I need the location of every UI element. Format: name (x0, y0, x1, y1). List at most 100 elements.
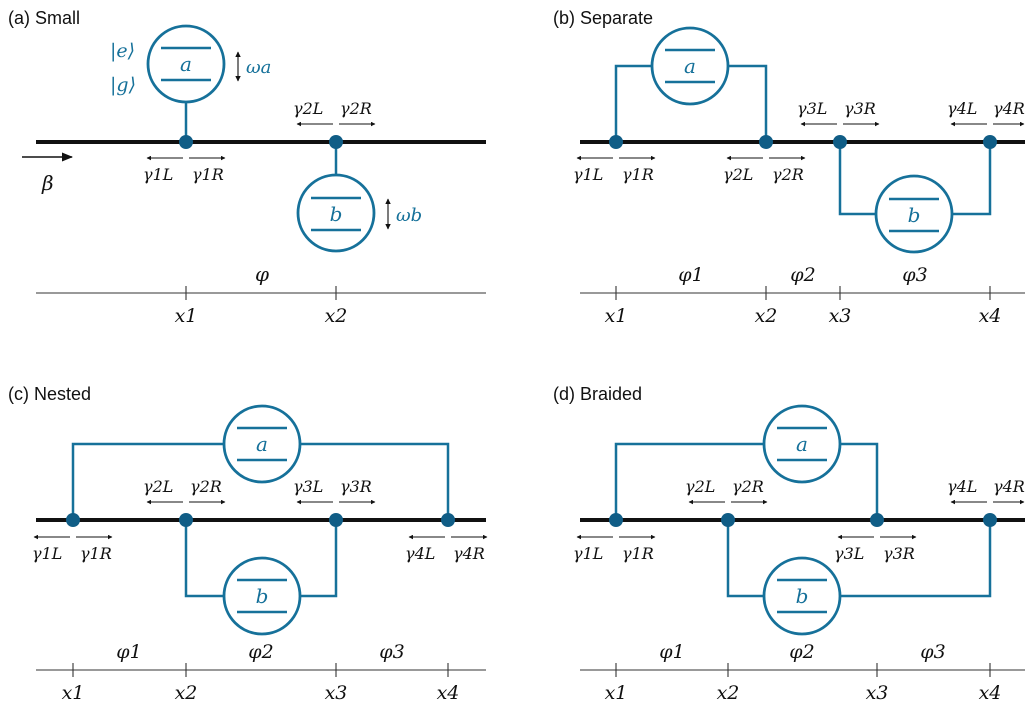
coupling-line (840, 520, 992, 598)
decay-label: γ4L (405, 544, 435, 563)
atom-label: b (330, 202, 343, 226)
position-label: x4 (437, 682, 460, 703)
position-label: x3 (325, 682, 348, 703)
coupling-line (726, 520, 764, 598)
state-ground-label: |g⟩ (110, 74, 136, 96)
coupling-line (840, 442, 879, 520)
position-label: x1 (62, 682, 85, 703)
position-label: x2 (717, 682, 740, 703)
coupling-point (759, 135, 773, 149)
coupling-line (184, 520, 224, 598)
decay-label: γ3R (844, 99, 876, 118)
phase-label: φ1 (116, 641, 141, 663)
atom-b (762, 556, 842, 636)
frequency-label: ωb (396, 205, 422, 226)
coupling-point (609, 135, 623, 149)
coupling-line (614, 442, 764, 520)
decay-label: γ3L (797, 99, 827, 118)
decay-label: γ1R (80, 544, 112, 563)
atom-a (146, 24, 226, 104)
decay-label: γ2L (293, 99, 323, 118)
atom-a (650, 26, 730, 106)
atom-b (296, 173, 376, 253)
phase-label: φ2 (248, 641, 273, 663)
panel-separate: (b) Separate a b γ1L γ1R γ2L γ2R γ3L γ3R (553, 8, 1025, 327)
atom-a (762, 404, 842, 484)
coupling-point (66, 513, 80, 527)
atom-label: a (684, 54, 696, 78)
position-label: x3 (866, 682, 889, 703)
coupling-line (838, 142, 876, 216)
panel-title: (d) Braided (553, 384, 642, 404)
phase-label: φ3 (920, 641, 945, 663)
decay-label: γ3L (834, 544, 864, 563)
position-label: x1 (605, 305, 628, 327)
coupling-point (870, 513, 884, 527)
coupling-line (300, 442, 450, 520)
atom-label: a (256, 432, 268, 456)
atom-label: a (796, 432, 808, 456)
atom-a (222, 404, 302, 484)
atom-label: b (796, 584, 809, 608)
atom-b (874, 174, 954, 254)
decay-label: γ2R (340, 99, 372, 118)
phase-label: φ2 (790, 264, 815, 286)
coupling-point (983, 135, 997, 149)
coupling-point (179, 513, 193, 527)
decay-label: γ2R (732, 477, 764, 496)
state-excited-label: |e⟩ (110, 40, 135, 62)
phase-label: φ2 (789, 641, 814, 663)
panel-title: (b) Separate (553, 8, 653, 28)
decay-label: γ3L (293, 477, 323, 496)
decay-label: γ2L (143, 477, 173, 496)
decay-label: γ4R (993, 477, 1025, 496)
decay-label: γ2R (772, 165, 804, 184)
panel-title: (c) Nested (8, 384, 91, 404)
position-label: x4 (979, 305, 1002, 327)
panel-title: (a) Small (8, 8, 80, 28)
coupling-point (983, 513, 997, 527)
decay-label: γ2L (685, 477, 715, 496)
coupling-line (300, 520, 338, 598)
coupling-line (614, 64, 652, 142)
atom-label: b (256, 584, 269, 608)
coupling-line (952, 142, 992, 216)
decay-label: γ1L (573, 165, 603, 184)
decay-label: γ2L (723, 165, 753, 184)
decay-label: γ1R (622, 544, 654, 563)
decay-label: γ3R (340, 477, 372, 496)
decay-label: γ4L (947, 477, 977, 496)
decay-label: γ1R (622, 165, 654, 184)
position-label: x2 (755, 305, 778, 327)
coupling-point (441, 513, 455, 527)
decay-label: γ4L (947, 99, 977, 118)
phase-label: φ3 (379, 641, 404, 663)
decay-label: γ1L (573, 544, 603, 563)
decay-label: γ1L (143, 165, 173, 184)
position-label: x2 (175, 682, 198, 703)
position-label: x2 (325, 305, 348, 327)
coupling-line (71, 442, 224, 520)
coupling-point (329, 513, 343, 527)
atom-label: b (908, 203, 921, 227)
phase-label: φ3 (902, 264, 927, 286)
panel-braided: (d) Braided a b γ1L γ1R γ2L γ2R γ3L (553, 384, 1025, 703)
coupling-point (721, 513, 735, 527)
atom-b (222, 556, 302, 636)
coupling-point (179, 135, 193, 149)
frequency-label: ωa (246, 57, 271, 78)
panel-nested: (c) Nested a b γ1L γ1R γ2L γ2R γ3L γ3R (8, 384, 488, 703)
decay-label: γ4R (993, 99, 1025, 118)
phase-label: φ1 (678, 264, 703, 286)
phase-label: φ1 (659, 641, 684, 663)
coupling-point (329, 135, 343, 149)
coupling-point (833, 135, 847, 149)
coupling-point (609, 513, 623, 527)
position-label: x1 (605, 682, 628, 703)
decay-label: γ4R (453, 544, 485, 563)
phase-label: φ (255, 262, 269, 286)
position-label: x1 (175, 305, 198, 327)
input-label: β (41, 171, 54, 195)
decay-label: γ1L (32, 544, 62, 563)
